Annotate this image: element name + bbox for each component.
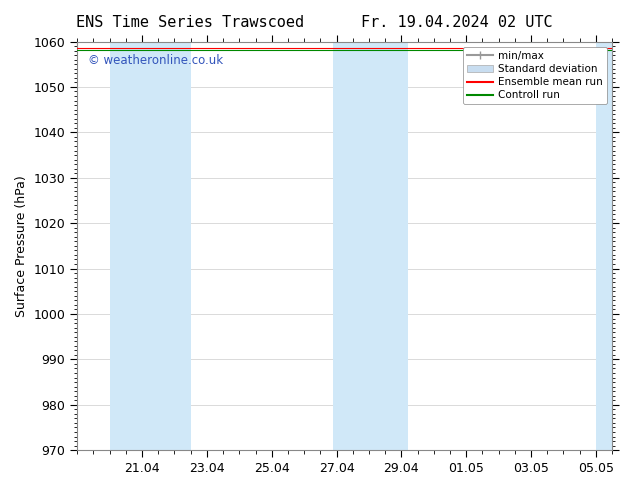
Text: © weatheronline.co.uk: © weatheronline.co.uk: [88, 54, 223, 67]
Bar: [333, 42, 385, 450]
Bar: [385, 42, 408, 450]
Bar: [596, 42, 612, 450]
Y-axis label: Surface Pressure (hPa): Surface Pressure (hPa): [15, 175, 28, 317]
Bar: [110, 42, 191, 450]
Legend: min/max, Standard deviation, Ensemble mean run, Controll run: min/max, Standard deviation, Ensemble me…: [463, 47, 607, 104]
Text: ENS Time Series Trawscoed: ENS Time Series Trawscoed: [76, 15, 304, 30]
Text: Fr. 19.04.2024 02 UTC: Fr. 19.04.2024 02 UTC: [361, 15, 552, 30]
